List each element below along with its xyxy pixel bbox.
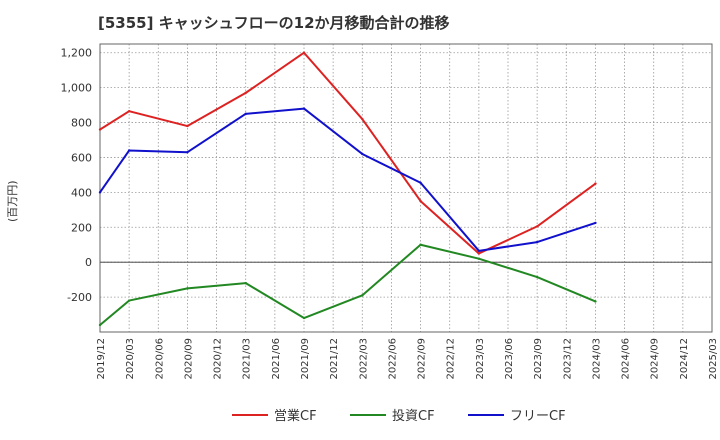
series-2-point xyxy=(361,152,364,156)
series-line-2 xyxy=(99,107,596,252)
y-tick-label: 600 xyxy=(71,151,92,164)
x-tick-label: 2022/12 xyxy=(446,338,457,380)
legend-label-0: 営業CF xyxy=(274,408,317,424)
y-tick-label: 400 xyxy=(71,186,92,199)
x-tick-label: 2019/12 xyxy=(96,338,107,380)
x-tick-label: 2025/03 xyxy=(708,338,719,380)
series-0-point xyxy=(186,124,189,128)
series-2-point xyxy=(302,107,306,110)
legend-label-1: 投資CF xyxy=(392,408,435,424)
series-2-point xyxy=(535,240,539,244)
y-tick-label: 800 xyxy=(71,117,92,130)
x-tick-label: 2020/06 xyxy=(154,338,165,380)
series-1-point xyxy=(535,275,539,279)
y-tick-label: 1,000 xyxy=(61,82,93,95)
x-tick-label: 2022/09 xyxy=(417,338,428,380)
series-1-point xyxy=(186,287,189,290)
x-tick-label: 2023/03 xyxy=(475,338,486,380)
series-0-point xyxy=(361,117,364,121)
y-tick-label: 200 xyxy=(71,221,92,234)
series-1-point xyxy=(98,323,102,327)
y-tick-label: 0 xyxy=(85,256,92,269)
x-tick-label: 2024/09 xyxy=(650,338,661,380)
x-tick-label: 2023/12 xyxy=(562,338,573,380)
series-0-point xyxy=(302,51,306,54)
series-2-point xyxy=(419,181,422,184)
series-2-point xyxy=(244,112,247,116)
series-2-point xyxy=(98,191,102,194)
series-2-point xyxy=(477,249,481,253)
x-tick-label: 2024/06 xyxy=(621,338,632,380)
series-0-point xyxy=(594,182,597,185)
series-0-point xyxy=(419,199,422,203)
x-tick-label: 2020/03 xyxy=(125,338,136,380)
plot-frame xyxy=(99,43,713,333)
series-0-point xyxy=(244,91,247,95)
series-2-point xyxy=(127,149,131,152)
plot-area xyxy=(100,44,712,332)
series-2-point xyxy=(186,151,189,154)
x-tick-label: 2021/12 xyxy=(329,338,340,380)
x-tick-label: 2021/03 xyxy=(242,338,253,380)
series-0-point xyxy=(98,128,102,131)
series-1-point xyxy=(419,243,422,246)
y-tick-label: 1,200 xyxy=(61,47,93,60)
series-1-point xyxy=(477,257,481,260)
x-tick-label: 2021/09 xyxy=(300,338,311,380)
series-line-1 xyxy=(99,243,596,326)
series-1-point xyxy=(127,299,131,302)
series-0-point xyxy=(477,252,481,255)
series-0-point xyxy=(535,225,539,228)
x-tick-label: 2024/03 xyxy=(591,338,602,380)
chart-title: [5355] キャッシュフローの12か月移動合計の推移 xyxy=(98,14,450,32)
series-2-point xyxy=(594,221,597,225)
x-tick-label: 2020/12 xyxy=(213,338,224,380)
x-tick-label: 2024/12 xyxy=(679,338,690,380)
y-tick-label: -200 xyxy=(67,291,92,304)
series-line-0 xyxy=(99,51,597,255)
x-tick-label: 2020/09 xyxy=(183,338,194,380)
series-0-point xyxy=(127,110,131,113)
series-1-point xyxy=(302,316,306,320)
x-tick-label: 2021/06 xyxy=(271,338,282,380)
series-1-point xyxy=(361,294,364,297)
x-tick-label: 2023/06 xyxy=(504,338,515,380)
series-1-point xyxy=(594,300,597,303)
x-tick-label: 2022/06 xyxy=(387,338,398,380)
series-1-point xyxy=(244,281,247,285)
x-tick-label: 2023/09 xyxy=(533,338,544,380)
x-tick-label: 2022/03 xyxy=(358,338,369,380)
legend-label-2: フリーCF xyxy=(510,409,566,424)
